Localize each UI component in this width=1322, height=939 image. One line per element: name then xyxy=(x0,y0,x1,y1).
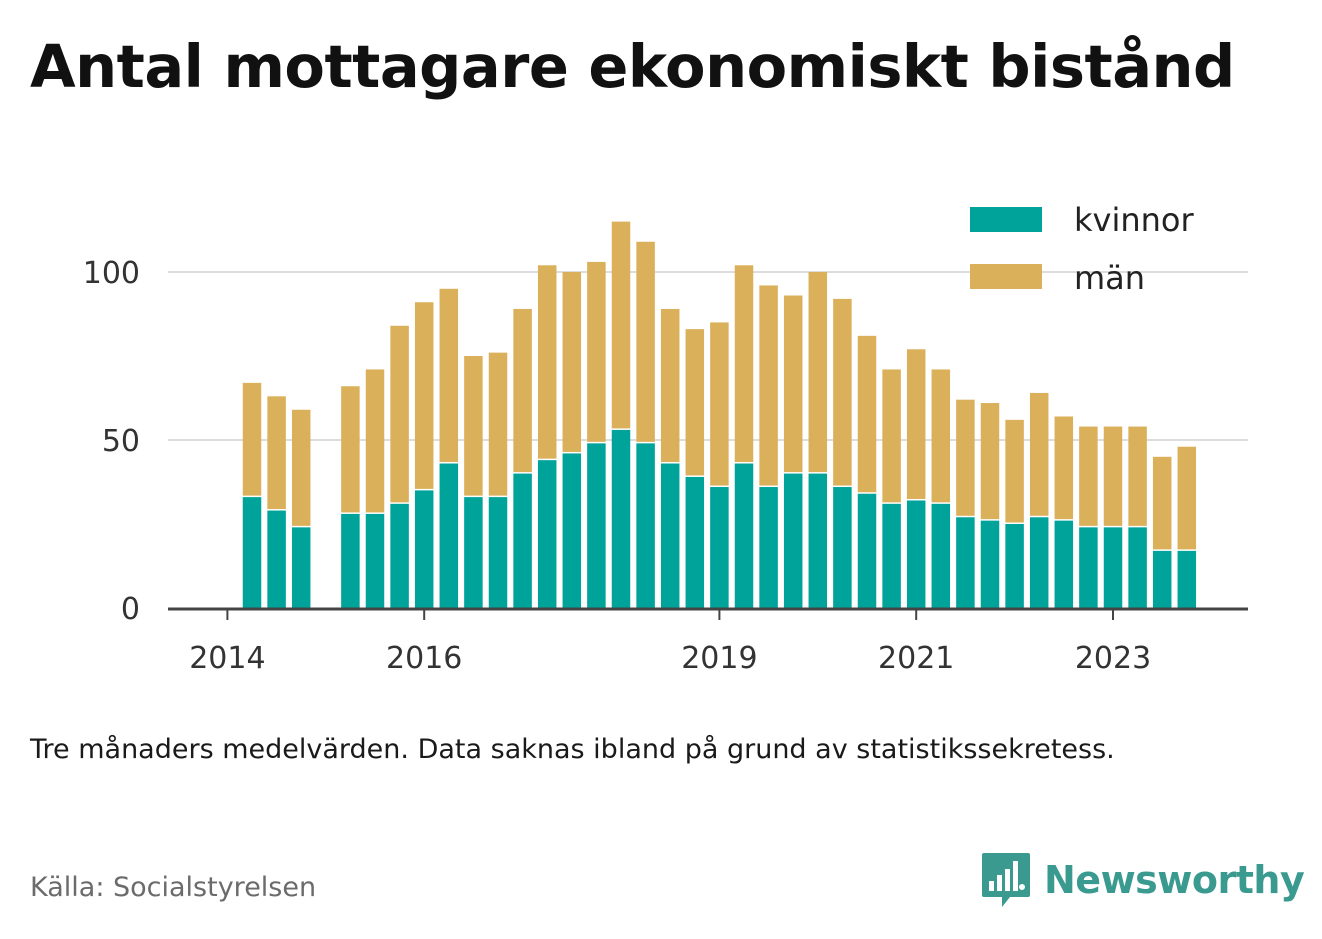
bar-man xyxy=(1103,426,1123,526)
bar-man xyxy=(439,288,459,463)
bar-kvinnor xyxy=(1005,524,1024,608)
bar-man xyxy=(1152,456,1172,550)
bar-kvinnor xyxy=(291,527,311,608)
bar-man xyxy=(808,272,828,473)
bar-kvinnor xyxy=(439,463,459,608)
source-credit: Källa: Socialstyrelsen xyxy=(30,872,317,903)
bar-kvinnor xyxy=(857,493,877,608)
bar-man xyxy=(783,295,803,473)
bar-man xyxy=(242,382,262,496)
bar-man xyxy=(882,369,901,503)
legend-swatch-man xyxy=(970,264,1042,289)
bar-man xyxy=(759,285,778,486)
legend-label-man: män xyxy=(1074,259,1145,297)
bar-man xyxy=(464,356,483,496)
bar-man xyxy=(365,369,385,513)
y-tick-label: 0 xyxy=(121,592,140,627)
bar-kvinnor xyxy=(464,497,483,608)
bar-kvinnor xyxy=(390,503,409,608)
y-tick-label: 100 xyxy=(83,256,140,291)
bar-man xyxy=(857,335,877,493)
bar-kvinnor xyxy=(734,463,754,608)
bar-kvinnor xyxy=(1079,527,1098,608)
bar-man xyxy=(537,265,557,459)
bar-man xyxy=(833,298,852,486)
bar-kvinnor xyxy=(1029,517,1049,608)
bar-kvinnor xyxy=(980,520,1000,608)
x-tick-label: 2023 xyxy=(1075,641,1151,676)
bar-man xyxy=(710,322,729,486)
bar-kvinnor xyxy=(414,490,434,608)
bar-kvinnor xyxy=(906,500,926,608)
x-tick-label: 2014 xyxy=(189,641,265,676)
gridlines xyxy=(168,271,1248,441)
newsworthy-logo-icon xyxy=(982,853,1030,907)
bar-kvinnor xyxy=(488,497,508,608)
bar-man xyxy=(488,352,508,496)
bar-man xyxy=(636,241,655,442)
bar-man xyxy=(1128,426,1147,526)
brand-name: Newsworthy xyxy=(1044,858,1305,902)
bar-man xyxy=(660,308,680,463)
bar-man xyxy=(956,399,975,516)
legend-label-kvinnor: kvinnor xyxy=(1074,201,1195,239)
bar-man xyxy=(1029,392,1049,516)
bar-man xyxy=(414,302,434,489)
bar-man xyxy=(906,349,926,499)
bar-kvinnor xyxy=(710,487,729,608)
bar-kvinnor xyxy=(242,497,262,608)
bar-kvinnor xyxy=(636,443,655,608)
bar-kvinnor xyxy=(267,510,286,608)
bar-kvinnor xyxy=(808,473,828,608)
y-tick-label: 50 xyxy=(102,424,140,459)
legend: kvinnor män xyxy=(970,201,1195,297)
bar-man xyxy=(1054,416,1074,520)
bar-kvinnor xyxy=(341,513,360,608)
x-tick-label: 2016 xyxy=(386,641,462,676)
bar-man xyxy=(562,272,582,452)
bar-kvinnor xyxy=(882,503,901,608)
bar-man xyxy=(734,265,754,463)
chart-note: Tre månaders medelvärden. Data saknas ib… xyxy=(30,734,1115,765)
bar-man xyxy=(611,221,631,429)
bar-kvinnor xyxy=(931,503,951,608)
bar-kvinnor xyxy=(1054,520,1074,608)
bar-kvinnor xyxy=(1103,527,1123,608)
bar-kvinnor xyxy=(759,487,778,608)
bar-man xyxy=(980,403,1000,520)
bar-kvinnor xyxy=(537,460,557,608)
bar-man xyxy=(341,386,360,513)
x-tick-label: 2019 xyxy=(681,641,757,676)
bar-kvinnor xyxy=(1177,550,1197,608)
bars xyxy=(242,221,1197,608)
bar-kvinnor xyxy=(611,429,631,608)
bar-kvinnor xyxy=(833,487,852,608)
legend-swatch-kvinnor xyxy=(970,207,1042,232)
bar-kvinnor xyxy=(660,463,680,608)
bar-man xyxy=(587,261,606,442)
bar-kvinnor xyxy=(1152,550,1172,608)
bar-kvinnor xyxy=(562,453,582,608)
x-tick-label: 2021 xyxy=(878,641,954,676)
chart-title: Antal mottagare ekonomiskt bistånd xyxy=(30,32,1235,101)
stacked-bar-chart: 0 50 100 2014 2016 2019 2021 2023 kvinnor män xyxy=(83,201,1248,676)
bar-kvinnor xyxy=(587,443,606,608)
bar-kvinnor xyxy=(783,473,803,608)
axes: 0 50 100 2014 2016 2019 2021 2023 xyxy=(83,256,1248,676)
bar-kvinnor xyxy=(365,513,385,608)
bar-kvinnor xyxy=(1128,527,1147,608)
bar-man xyxy=(685,329,705,476)
bar-man xyxy=(291,409,311,526)
bar-man xyxy=(931,369,951,503)
bar-man xyxy=(1005,419,1024,523)
bar-man xyxy=(1079,426,1098,526)
bar-man xyxy=(267,396,286,510)
brand-logo: Newsworthy xyxy=(980,850,1305,910)
bar-kvinnor xyxy=(685,476,705,608)
bar-man xyxy=(390,325,409,503)
bar-kvinnor xyxy=(513,473,532,608)
bar-kvinnor xyxy=(956,517,975,608)
bar-man xyxy=(513,308,532,473)
bar-man xyxy=(1177,446,1197,550)
